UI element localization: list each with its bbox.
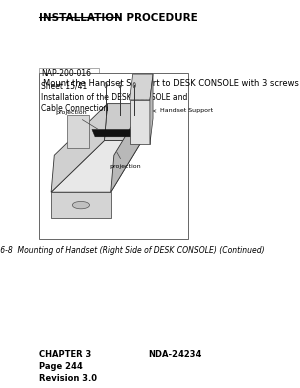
Bar: [67, 115, 89, 148]
Bar: [39, 73, 188, 239]
Text: CHAPTER 3
Page 244
Revision 3.0: CHAPTER 3 Page 244 Revision 3.0: [39, 350, 98, 383]
Polygon shape: [150, 74, 153, 144]
Text: projection: projection: [56, 110, 99, 130]
Text: Mount the Handset Support to DESK CONSOLE with 3 screws as shown below.: Mount the Handset Support to DESK CONSOL…: [43, 79, 300, 88]
Text: NAP-200-016: NAP-200-016: [41, 69, 91, 78]
Bar: [39, 92, 99, 114]
Text: Figure 016-8  Mounting of Handset (Right Side of DESK CONSOLE) (Continued): Figure 016-8 Mounting of Handset (Right …: [0, 246, 264, 255]
Polygon shape: [130, 100, 150, 144]
Bar: [39, 68, 99, 80]
Polygon shape: [51, 104, 108, 192]
Polygon shape: [104, 104, 145, 140]
Text: projection: projection: [109, 152, 141, 169]
Bar: [39, 80, 99, 92]
Ellipse shape: [72, 201, 89, 209]
Text: INSTALLATION PROCEDURE: INSTALLATION PROCEDURE: [39, 13, 198, 23]
Text: Installation of the DESK CONSOLE and
Cable Connection: Installation of the DESK CONSOLE and Cab…: [41, 93, 188, 113]
Polygon shape: [130, 74, 153, 100]
Text: NDA-24234: NDA-24234: [148, 350, 202, 359]
Polygon shape: [51, 192, 111, 218]
Polygon shape: [111, 104, 145, 192]
Polygon shape: [92, 130, 139, 137]
Polygon shape: [51, 140, 142, 192]
Text: Handset Support: Handset Support: [154, 109, 213, 114]
Text: Sheet 15/41: Sheet 15/41: [41, 81, 88, 90]
